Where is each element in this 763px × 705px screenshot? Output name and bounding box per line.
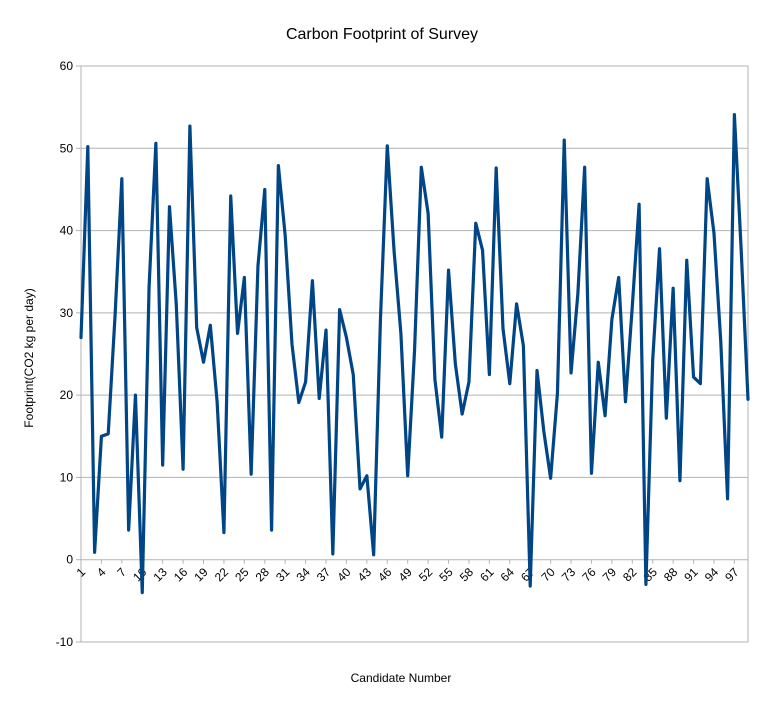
y-tick-label: 10 — [60, 470, 74, 484]
y-tick-label: 60 — [60, 59, 74, 73]
x-tick-label: 67 — [518, 565, 538, 585]
x-tick-label: 49 — [396, 565, 416, 585]
x-tick-label: 22 — [212, 565, 232, 585]
x-tick-label: 43 — [355, 565, 375, 585]
y-tick-label: 50 — [60, 141, 74, 155]
x-tick-label: 58 — [457, 565, 477, 585]
x-tick-label: 34 — [293, 565, 313, 585]
y-axis-label: Footprint(CO2 kg per day) — [22, 288, 36, 427]
y-tick-label: 0 — [66, 553, 73, 567]
x-tick-label: 91 — [681, 565, 701, 585]
x-tick-label: 64 — [498, 565, 518, 585]
x-tick-label: 37 — [314, 565, 334, 585]
x-tick-label: 94 — [702, 565, 722, 585]
y-tick-label: 40 — [60, 224, 74, 238]
x-tick-label: 70 — [538, 565, 558, 585]
series-line — [79, 112, 750, 595]
x-tick-label: 85 — [641, 565, 661, 585]
x-tick-label: 28 — [253, 565, 273, 585]
y-axis-ticks: -10 0 10 20 30 40 50 60 — [56, 59, 81, 649]
x-tick-label: 82 — [620, 565, 640, 585]
x-tick-label: 79 — [600, 565, 620, 585]
y-tick-label: 30 — [60, 306, 74, 320]
x-tick-label: 46 — [375, 565, 395, 585]
x-tick-label: 25 — [232, 565, 252, 585]
x-axis-ticks: 1 4 7 10 13 16 19 22 25 28 31 34 37 40 43 46 49 52 55 58 61 6… — [74, 559, 742, 585]
x-tick-label: 52 — [416, 565, 436, 585]
x-tick-label: 16 — [171, 565, 191, 585]
y-tick-label: 20 — [60, 388, 74, 402]
x-tick-label: 88 — [661, 565, 681, 585]
series-layer — [79, 112, 750, 595]
chart-title: Carbon Footprint of Survey — [286, 26, 478, 43]
x-tick-label: 97 — [722, 565, 742, 585]
x-tick-label: 7 — [114, 565, 129, 580]
x-tick-label: 73 — [559, 565, 579, 585]
x-tick-label: 61 — [477, 565, 497, 585]
x-tick-label: 55 — [436, 565, 456, 585]
x-tick-label: 31 — [273, 565, 293, 585]
x-tick-label: 13 — [151, 565, 171, 585]
x-tick-label: 40 — [334, 565, 354, 585]
x-tick-label: 76 — [579, 565, 599, 585]
x-tick-label: 19 — [191, 565, 211, 585]
y-tick-label: -10 — [56, 635, 74, 649]
x-axis-label: Candidate Number — [351, 671, 452, 685]
x-tick-label: 4 — [94, 565, 109, 580]
plot-area-frame — [80, 65, 749, 643]
